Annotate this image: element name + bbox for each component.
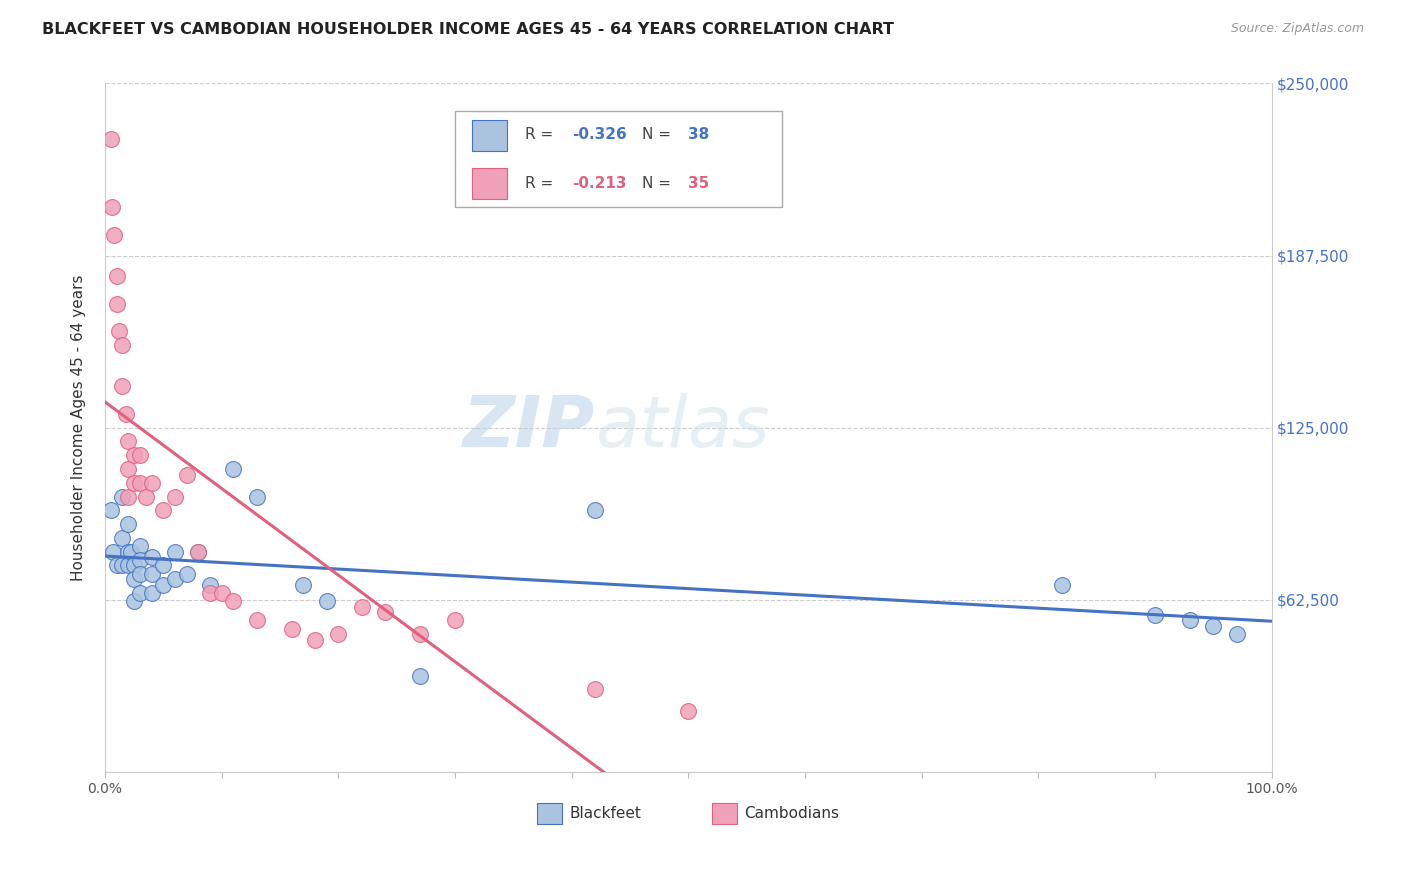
Point — [115, 407, 138, 421]
Point — [163, 544, 186, 558]
Point — [152, 558, 174, 573]
Y-axis label: Householder Income Ages 45 - 64 years: Householder Income Ages 45 - 64 years — [72, 275, 86, 581]
Point — [111, 558, 134, 573]
FancyBboxPatch shape — [456, 111, 782, 207]
Point — [101, 544, 124, 558]
Point — [122, 475, 145, 490]
Point — [129, 586, 152, 600]
FancyBboxPatch shape — [472, 169, 508, 199]
Point — [135, 490, 157, 504]
Point — [117, 517, 139, 532]
Point — [117, 462, 139, 476]
Point — [129, 553, 152, 567]
Point — [176, 467, 198, 482]
Point — [350, 599, 373, 614]
Point — [111, 338, 134, 352]
FancyBboxPatch shape — [711, 803, 737, 823]
Point — [105, 297, 128, 311]
Text: -0.326: -0.326 — [572, 128, 627, 143]
Point — [315, 594, 337, 608]
Point — [129, 448, 152, 462]
Point — [374, 605, 396, 619]
Text: atlas: atlas — [595, 393, 769, 462]
Point — [176, 566, 198, 581]
Point — [187, 544, 209, 558]
Point — [187, 544, 209, 558]
Point — [1050, 577, 1073, 591]
Point — [246, 614, 269, 628]
Point — [280, 622, 302, 636]
Point — [141, 586, 163, 600]
FancyBboxPatch shape — [472, 120, 508, 151]
Text: 35: 35 — [689, 176, 710, 191]
Point — [141, 566, 163, 581]
Point — [246, 490, 269, 504]
Point — [678, 705, 700, 719]
Text: BLACKFEET VS CAMBODIAN HOUSEHOLDER INCOME AGES 45 - 64 YEARS CORRELATION CHART: BLACKFEET VS CAMBODIAN HOUSEHOLDER INCOM… — [42, 22, 894, 37]
Point — [444, 614, 467, 628]
Point — [117, 558, 139, 573]
Point — [1202, 619, 1225, 633]
Point — [409, 668, 432, 682]
Text: -0.213: -0.213 — [572, 176, 626, 191]
Point — [1178, 614, 1201, 628]
Point — [1226, 627, 1249, 641]
Text: Blackfeet: Blackfeet — [569, 805, 641, 821]
FancyBboxPatch shape — [537, 803, 562, 823]
Point — [111, 490, 134, 504]
Text: 38: 38 — [689, 128, 710, 143]
Point — [101, 200, 124, 214]
Point — [117, 490, 139, 504]
Point — [141, 550, 163, 565]
Point — [304, 632, 326, 647]
Point — [152, 503, 174, 517]
Point — [105, 269, 128, 284]
Point — [120, 544, 142, 558]
Point — [129, 475, 152, 490]
Point — [141, 475, 163, 490]
Point — [292, 577, 315, 591]
Point — [198, 586, 221, 600]
Text: Cambodians: Cambodians — [744, 805, 839, 821]
Point — [222, 462, 245, 476]
Point — [105, 558, 128, 573]
Point — [111, 531, 134, 545]
Point — [163, 572, 186, 586]
Point — [117, 434, 139, 449]
Point — [103, 227, 125, 242]
Point — [163, 490, 186, 504]
Text: R =: R = — [524, 128, 558, 143]
Point — [111, 379, 134, 393]
Point — [211, 586, 233, 600]
Point — [152, 577, 174, 591]
Point — [129, 566, 152, 581]
Text: N =: N = — [641, 176, 675, 191]
Point — [108, 324, 131, 338]
Point — [129, 539, 152, 553]
Point — [583, 503, 606, 517]
Point — [583, 682, 606, 697]
Point — [222, 594, 245, 608]
Point — [122, 448, 145, 462]
Point — [122, 558, 145, 573]
Point — [1143, 607, 1166, 622]
Point — [100, 131, 122, 145]
Text: N =: N = — [641, 128, 675, 143]
Point — [409, 627, 432, 641]
Point — [100, 503, 122, 517]
Point — [122, 572, 145, 586]
Text: ZIP: ZIP — [463, 393, 595, 462]
Point — [122, 594, 145, 608]
Text: R =: R = — [524, 176, 558, 191]
Point — [117, 544, 139, 558]
Point — [328, 627, 350, 641]
Point — [198, 577, 221, 591]
Text: Source: ZipAtlas.com: Source: ZipAtlas.com — [1230, 22, 1364, 36]
